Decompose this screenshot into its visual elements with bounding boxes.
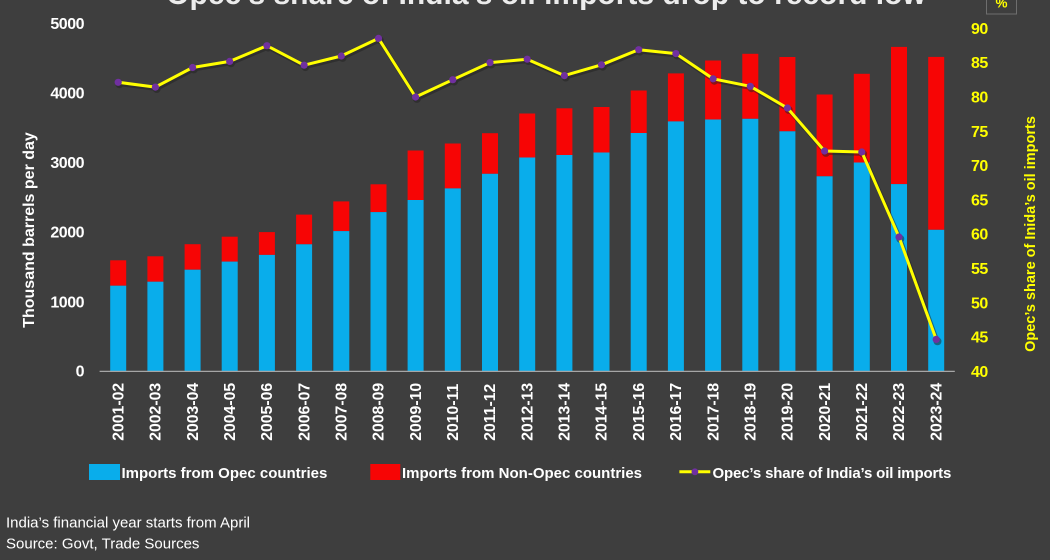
svg-text:2017-18: 2017-18 bbox=[705, 383, 722, 441]
svg-text:2023-24: 2023-24 bbox=[928, 383, 945, 441]
svg-text:0: 0 bbox=[76, 364, 85, 381]
svg-text:Opec’s share of Inida’s oil im: Opec’s share of Inida’s oil imports bbox=[1023, 116, 1039, 352]
svg-text:2003-04: 2003-04 bbox=[185, 383, 202, 441]
svg-text:2005-06: 2005-06 bbox=[259, 383, 276, 441]
svg-text:2006-07: 2006-07 bbox=[296, 383, 313, 441]
svg-text:90: 90 bbox=[971, 21, 988, 38]
svg-text:4000: 4000 bbox=[50, 86, 84, 103]
svg-text:Thousand barrels per day: Thousand barrels per day bbox=[21, 132, 38, 328]
svg-text:2007-08: 2007-08 bbox=[334, 383, 351, 441]
svg-text:40: 40 bbox=[971, 364, 988, 381]
svg-text:Opec’s share of India’s oil im: Opec’s share of India’s oil imports bbox=[713, 465, 952, 482]
svg-text:2004-05: 2004-05 bbox=[222, 383, 239, 441]
svg-text:Imports from Opec countries: Imports from Opec countries bbox=[122, 465, 328, 482]
svg-text:65: 65 bbox=[971, 192, 988, 209]
svg-text:2000: 2000 bbox=[50, 225, 84, 242]
svg-text:2012-13: 2012-13 bbox=[519, 383, 536, 441]
svg-text:5000: 5000 bbox=[50, 16, 84, 33]
svg-text:85: 85 bbox=[971, 55, 988, 72]
svg-text:75: 75 bbox=[971, 124, 988, 141]
svg-text:60: 60 bbox=[971, 227, 988, 244]
svg-text:80: 80 bbox=[971, 90, 988, 107]
svg-text:50: 50 bbox=[971, 295, 988, 312]
svg-text:2002-03: 2002-03 bbox=[148, 383, 165, 441]
svg-text:2009-10: 2009-10 bbox=[408, 383, 425, 441]
svg-text:2008-09: 2008-09 bbox=[371, 383, 388, 441]
svg-text:2001-02: 2001-02 bbox=[110, 383, 127, 441]
svg-text:1000: 1000 bbox=[50, 294, 84, 311]
svg-text:2011-12: 2011-12 bbox=[482, 383, 499, 440]
svg-text:3000: 3000 bbox=[50, 155, 84, 172]
svg-text:2018-19: 2018-19 bbox=[743, 383, 760, 441]
svg-text:2022-23: 2022-23 bbox=[891, 383, 908, 441]
svg-text:2014-15: 2014-15 bbox=[594, 383, 611, 441]
svg-text:2015-16: 2015-16 bbox=[631, 383, 648, 441]
svg-text:Imports from Non-Opec countrie: Imports from Non-Opec countries bbox=[402, 465, 642, 482]
svg-text:2021-22: 2021-22 bbox=[854, 383, 871, 441]
svg-text:India’s financial year starts: India’s financial year starts from April bbox=[6, 515, 250, 532]
svg-text:2010-11: 2010-11 bbox=[445, 383, 462, 440]
svg-text:Source: Govt, Trade Sources: Source: Govt, Trade Sources bbox=[6, 536, 199, 553]
svg-text:70: 70 bbox=[971, 158, 988, 175]
svg-text:Opec’s share of India’s oil im: Opec’s share of India’s oil imports drop… bbox=[166, 0, 926, 11]
svg-text:2013-14: 2013-14 bbox=[557, 383, 574, 441]
svg-text:2020-21: 2020-21 bbox=[817, 383, 834, 441]
svg-text:55: 55 bbox=[971, 261, 988, 278]
svg-text:%: % bbox=[995, 0, 1007, 11]
svg-text:2016-17: 2016-17 bbox=[668, 383, 685, 441]
svg-text:2019-20: 2019-20 bbox=[780, 383, 797, 441]
svg-text:45: 45 bbox=[971, 330, 988, 347]
